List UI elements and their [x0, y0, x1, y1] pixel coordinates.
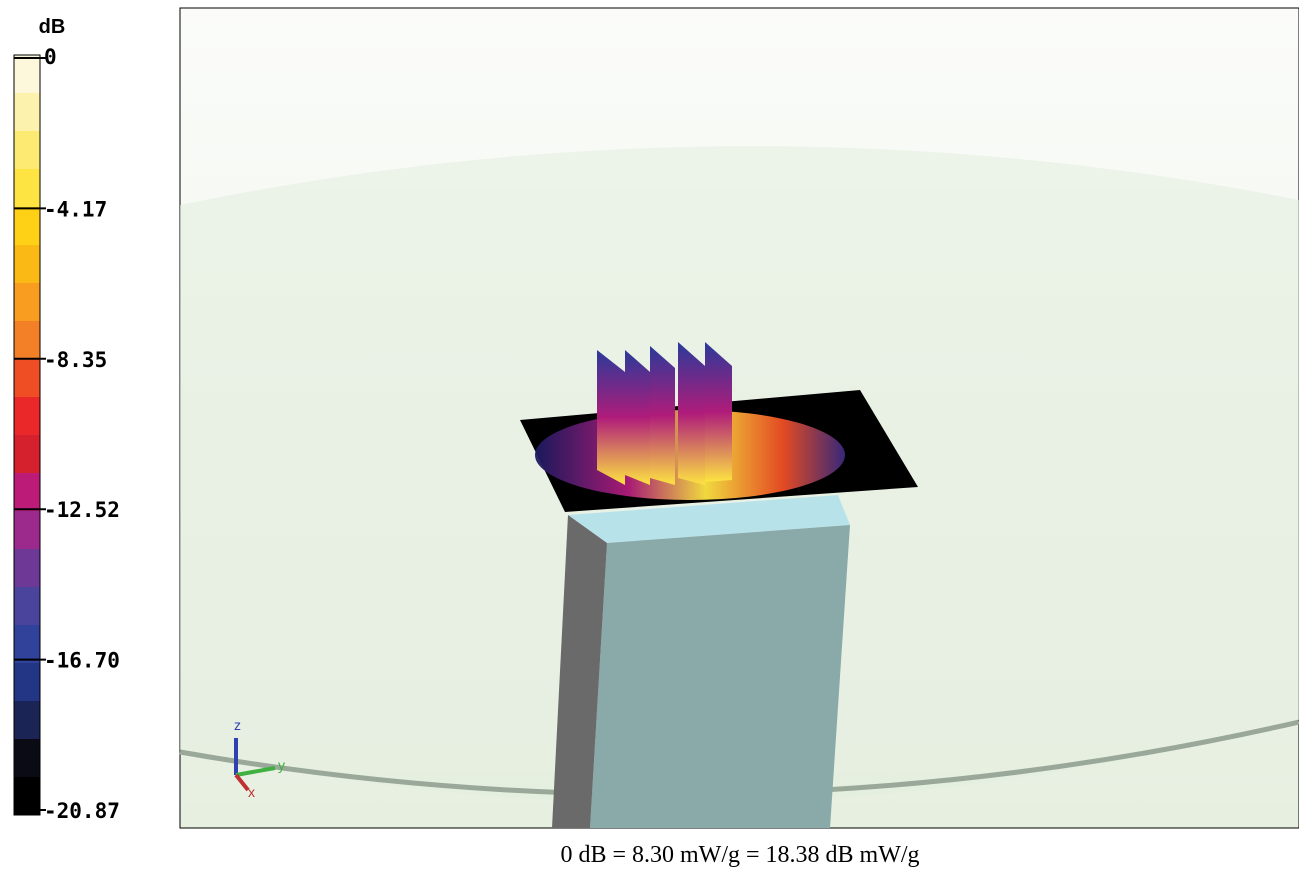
tick-label: -20.87 [44, 799, 120, 823]
color-band [14, 55, 40, 94]
color-band [14, 701, 40, 740]
color-band [14, 625, 40, 664]
color-band [14, 739, 40, 778]
caption: 0 dB = 8.30 mW/g = 18.38 dB mW/g [560, 842, 919, 868]
tick-label: -12.52 [44, 498, 120, 522]
axis-label: z [234, 717, 241, 733]
color-band [14, 321, 40, 360]
tick-label: -16.70 [44, 649, 120, 673]
color-band [14, 359, 40, 398]
tick-label: 0 [44, 45, 57, 69]
colorbar-frame [13, 54, 41, 816]
device-front [590, 525, 850, 828]
color-band [14, 283, 40, 322]
color-band [14, 93, 40, 132]
color-band [14, 435, 40, 474]
color-band [14, 245, 40, 284]
viewport: z y x [179, 7, 1299, 829]
color-band [14, 663, 40, 702]
color-band [14, 397, 40, 436]
color-band [14, 549, 40, 588]
tick-label: -4.17 [44, 197, 107, 221]
device-top [568, 495, 850, 543]
color-band [14, 473, 40, 512]
color-band [14, 587, 40, 626]
color-band [14, 169, 40, 208]
axis-label: x [248, 784, 255, 800]
color-band [14, 511, 40, 550]
tick-label: -8.35 [44, 348, 107, 372]
colorbar: 0 -4.17 -8.35 -12.52 -16.70 -20.87 [13, 45, 120, 823]
color-band [14, 207, 40, 246]
axis-triad: z y x [234, 717, 285, 800]
color-band [14, 131, 40, 170]
zoom-fins [597, 342, 732, 485]
device-side [552, 515, 607, 828]
colorbar-unit: dB [39, 16, 66, 38]
axis-label: y [278, 757, 285, 773]
